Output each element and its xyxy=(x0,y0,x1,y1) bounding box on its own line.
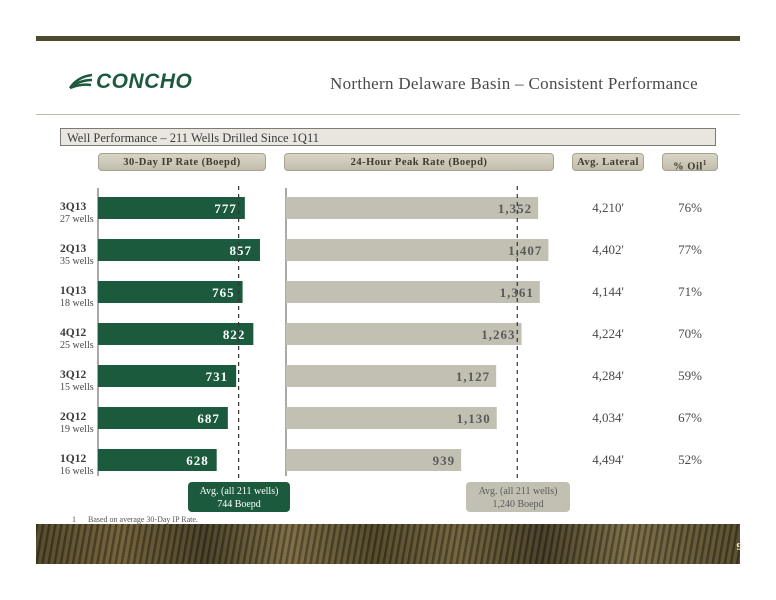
ip-average-callout-line2: 744 Boepd xyxy=(217,499,261,510)
ip-bar-label: 765 xyxy=(212,285,235,300)
well-count-label: 35 wells xyxy=(60,256,94,267)
page-number: 9 xyxy=(736,541,743,553)
pct-oil-value: 67% xyxy=(678,410,702,425)
footnote-text: Based on average 30-Day IP Rate. xyxy=(88,515,198,524)
avg-lateral-value: 4,034' xyxy=(592,410,624,425)
ip-bar-label: 731 xyxy=(206,369,229,384)
ip-bar-label: 822 xyxy=(223,327,246,342)
avg-lateral-value: 4,224' xyxy=(592,326,624,341)
peak-bar-label: 939 xyxy=(433,453,456,468)
column-header-ip-rate: 30-Day IP Rate (Boepd) xyxy=(98,153,266,171)
category-label: 2Q12 xyxy=(60,411,86,423)
page-title: Northern Delaware Basin – Consistent Per… xyxy=(330,74,698,93)
column-header-peak-rate: 24-Hour Peak Rate (Boepd) xyxy=(284,153,554,171)
well-count-label: 27 wells xyxy=(60,214,94,225)
ip-bar xyxy=(98,281,243,303)
category-label: 1Q12 xyxy=(60,453,86,465)
pct-oil-value: 76% xyxy=(678,200,702,215)
ip-bar-label: 777 xyxy=(214,201,237,216)
pct-oil-value: 70% xyxy=(678,326,702,341)
oil-header-footnote-mark: 1 xyxy=(702,159,707,167)
ip-bar xyxy=(98,407,228,429)
ip-bar xyxy=(98,323,254,345)
avg-lateral-value: 4,402' xyxy=(592,242,624,257)
well-count-label: 18 wells xyxy=(60,298,94,309)
avg-lateral-value: 4,494' xyxy=(592,452,624,467)
ip-bar xyxy=(98,197,245,219)
ip-bar xyxy=(98,365,237,387)
ip-average-callout-line1: Avg. (all 211 wells) xyxy=(199,486,279,497)
pct-oil-value: 71% xyxy=(678,284,702,299)
peak-bar-label: 1,130 xyxy=(456,411,490,426)
peak-average-callout-line2: 1,240 Boepd xyxy=(492,499,544,510)
grass-texture xyxy=(36,524,740,564)
peak-bar xyxy=(286,281,540,303)
well-count-label: 15 wells xyxy=(60,382,94,393)
peak-bar xyxy=(286,323,522,345)
category-label: 3Q12 xyxy=(60,369,86,381)
pct-oil-value: 52% xyxy=(678,452,702,467)
ip-bar-label: 687 xyxy=(197,411,220,426)
column-header-oil: % Oil1 xyxy=(662,153,718,173)
ip-bar xyxy=(98,239,260,261)
chart-subtitle: Well Performance – 211 Wells Drilled Sin… xyxy=(60,128,716,146)
peak-bar-label: 1,127 xyxy=(456,369,490,384)
peak-bar-label: 1,361 xyxy=(500,285,534,300)
title-divider xyxy=(36,114,740,115)
ip-bar-label: 628 xyxy=(186,453,209,468)
well-count-label: 16 wells xyxy=(60,466,94,477)
concho-logo: CONCHO xyxy=(68,70,192,94)
peak-average-callout-line1: Avg. (all 211 wells) xyxy=(478,486,558,497)
oil-header-label: % Oil xyxy=(673,161,703,173)
peak-bar xyxy=(286,449,462,471)
peak-bar-label: 1,263 xyxy=(481,327,515,342)
peak-bar-label: 1,407 xyxy=(508,243,542,258)
category-label: 3Q13 xyxy=(60,201,86,213)
footnote: 1 Based on average 30-Day IP Rate. xyxy=(72,515,198,524)
logo-text: CONCHO xyxy=(96,70,193,93)
top-band xyxy=(36,36,740,41)
category-label: 2Q13 xyxy=(60,243,86,255)
well-count-label: 19 wells xyxy=(60,424,94,435)
peak-bar-label: 1,352 xyxy=(498,201,532,216)
peak-bar xyxy=(286,239,549,261)
pct-oil-value: 77% xyxy=(678,242,702,257)
peak-average-callout: Avg. (all 211 wells) 1,240 Boepd xyxy=(466,482,570,512)
pct-oil-value: 59% xyxy=(678,368,702,383)
ip-average-callout: Avg. (all 211 wells) 744 Boepd xyxy=(188,482,290,512)
column-header-lateral: Avg. Lateral xyxy=(572,153,644,171)
category-label: 1Q13 xyxy=(60,285,86,297)
peak-bar xyxy=(286,407,497,429)
bottom-landscape-photo xyxy=(36,524,740,564)
avg-lateral-value: 4,144' xyxy=(592,284,624,299)
footnote-number: 1 xyxy=(72,515,76,524)
peak-bar xyxy=(286,197,539,219)
ip-bar-label: 857 xyxy=(229,243,252,258)
avg-lateral-value: 4,284' xyxy=(592,368,624,383)
avg-lateral-value: 4,210' xyxy=(592,200,624,215)
concho-logo-icon xyxy=(69,73,93,90)
category-label: 4Q12 xyxy=(60,327,86,339)
well-count-label: 25 wells xyxy=(60,340,94,351)
peak-bar xyxy=(286,365,497,387)
ip-bar xyxy=(98,449,217,471)
